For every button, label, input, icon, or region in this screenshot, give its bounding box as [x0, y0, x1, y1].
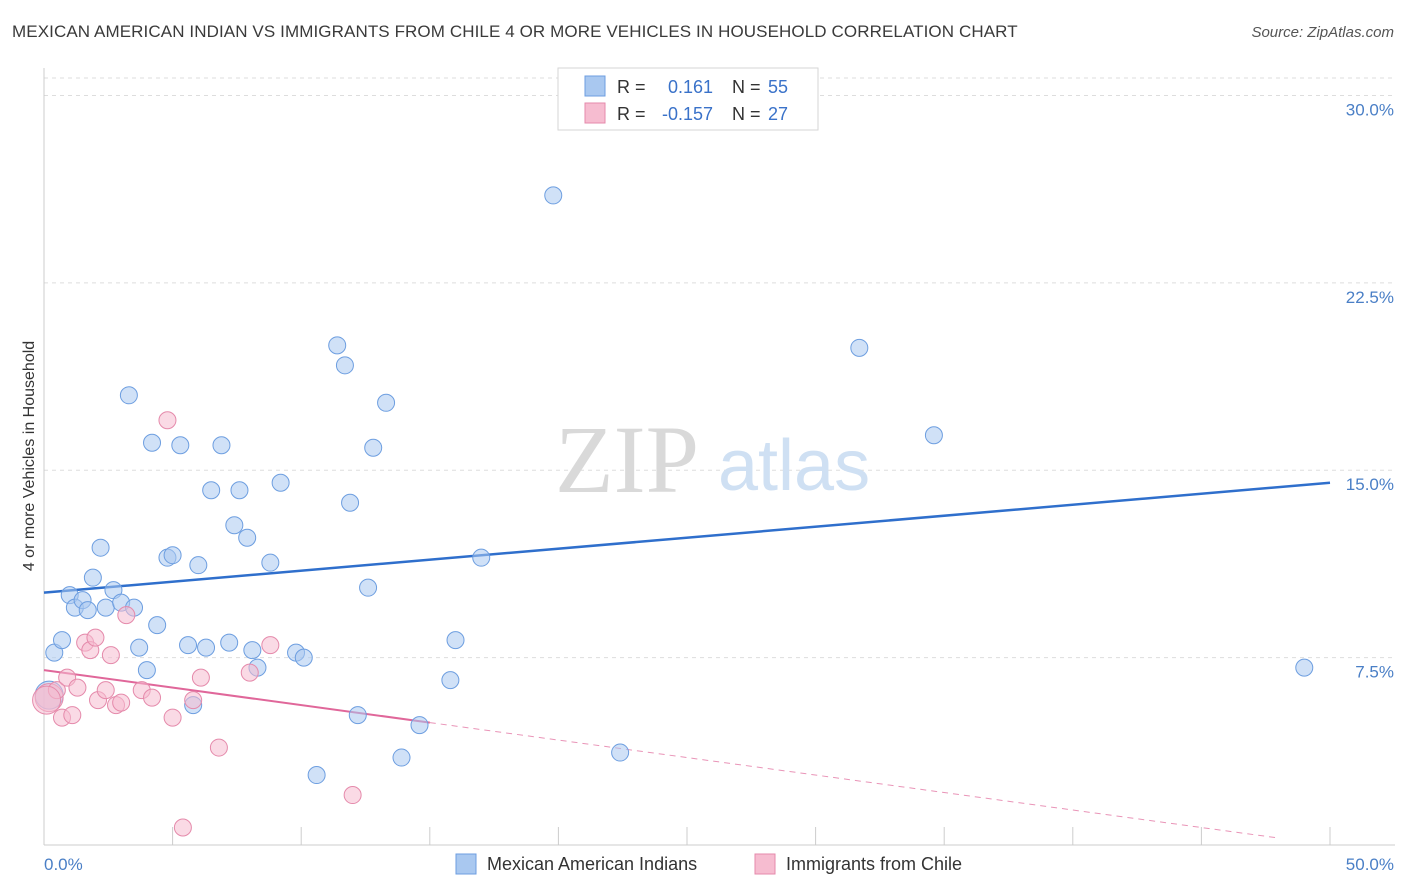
y-tick-label: 15.0%: [1346, 475, 1394, 494]
chart-source: Source: ZipAtlas.com: [1251, 24, 1394, 41]
legend-r-value-1: 0.161: [668, 77, 713, 97]
grid-lines: [44, 77, 1395, 659]
point-immigrants-from-chile: [112, 693, 131, 712]
series-label-blue: Mexican American Indians: [487, 854, 697, 874]
y-axis-label: 4 or more Vehicles in Household: [21, 341, 38, 571]
point-mexican-american-indians: [220, 633, 239, 652]
watermark-atlas: atlas: [718, 426, 870, 506]
y-tick-label: 30.0%: [1346, 100, 1394, 119]
x-tick-label-max: 50.0%: [1346, 855, 1394, 874]
point-mexican-american-indians: [179, 636, 198, 655]
point-mexican-american-indians: [441, 671, 460, 690]
axes: [43, 68, 1395, 846]
point-mexican-american-indians: [924, 426, 943, 445]
point-mexican-american-indians: [410, 716, 429, 735]
point-mexican-american-indians: [212, 436, 231, 455]
point-immigrants-from-chile: [173, 818, 192, 837]
point-immigrants-from-chile: [209, 738, 228, 757]
point-immigrants-from-chile: [32, 685, 62, 715]
point-mexican-american-indians: [341, 493, 360, 512]
point-mexican-american-indians: [328, 336, 347, 355]
legend-swatch-blue: [584, 75, 606, 97]
legend-r-label-1: R =: [617, 77, 646, 97]
trend-line-extension: [429, 722, 1281, 839]
stats-legend: R = 0.161 N = 55 R = -0.157 N = 27: [557, 67, 819, 131]
point-mexican-american-indians: [119, 386, 138, 405]
point-immigrants-from-chile: [143, 688, 162, 707]
series-swatch-blue: [455, 853, 477, 875]
point-mexican-american-indians: [189, 556, 208, 575]
point-mexican-american-indians: [261, 553, 280, 572]
point-mexican-american-indians: [243, 641, 262, 660]
point-mexican-american-indians: [307, 766, 326, 785]
x-tick-label-min: 0.0%: [44, 855, 83, 874]
point-immigrants-from-chile: [261, 636, 280, 655]
chart-title: MEXICAN AMERICAN INDIAN VS IMMIGRANTS FR…: [12, 22, 1018, 41]
point-mexican-american-indians: [446, 631, 465, 650]
point-immigrants-from-chile: [163, 708, 182, 727]
y-tick-label: 22.5%: [1346, 288, 1394, 307]
point-mexican-american-indians: [392, 748, 411, 767]
point-mexican-american-indians: [171, 436, 190, 455]
legend-n-value-1: 55: [768, 77, 788, 97]
trend-line-blue: [43, 481, 1331, 594]
point-immigrants-from-chile: [184, 691, 203, 710]
point-mexican-american-indians: [163, 546, 182, 565]
point-mexican-american-indians: [1295, 658, 1314, 677]
point-mexican-american-indians: [348, 706, 367, 725]
point-immigrants-from-chile: [101, 646, 120, 665]
x-tick-labels: 0.0% 50.0%: [44, 855, 1394, 874]
series-swatch-pink: [754, 853, 776, 875]
point-mexican-american-indians: [611, 743, 630, 762]
point-immigrants-from-chile: [158, 411, 177, 430]
point-mexican-american-indians: [359, 578, 378, 597]
y-tick-label: 7.5%: [1355, 663, 1394, 682]
point-immigrants-from-chile: [191, 668, 210, 687]
point-mexican-american-indians: [225, 516, 244, 535]
point-mexican-american-indians: [78, 601, 97, 620]
point-immigrants-from-chile: [240, 663, 259, 682]
point-mexican-american-indians: [143, 433, 162, 452]
point-mexican-american-indians: [137, 661, 156, 680]
point-mexican-american-indians: [130, 638, 149, 657]
point-mexican-american-indians: [83, 568, 102, 587]
point-immigrants-from-chile: [117, 606, 136, 625]
legend-r-label-2: R =: [617, 104, 646, 124]
y-tick-labels: 7.5% 15.0% 22.5% 30.0%: [1346, 100, 1394, 681]
point-mexican-american-indians: [148, 616, 167, 635]
point-mexican-american-indians: [91, 538, 110, 557]
legend-swatch-pink: [584, 102, 606, 124]
point-mexican-american-indians: [96, 598, 115, 617]
legend-n-label-2: N =: [732, 104, 761, 124]
point-immigrants-from-chile: [86, 628, 105, 647]
watermark-zip: ZIP: [555, 406, 699, 513]
point-mexican-american-indians: [202, 481, 221, 500]
point-mexican-american-indians: [271, 473, 290, 492]
legend-r-value-2: -0.157: [662, 104, 713, 124]
point-mexican-american-indians: [850, 338, 869, 357]
watermark: ZIP atlas: [555, 406, 870, 513]
point-mexican-american-indians: [472, 548, 491, 567]
legend-n-label-1: N =: [732, 77, 761, 97]
point-mexican-american-indians: [294, 648, 313, 667]
point-mexican-american-indians: [53, 631, 72, 650]
point-mexican-american-indians: [230, 481, 249, 500]
data-points: [32, 186, 1314, 837]
trend-lines: [43, 481, 1331, 839]
series-legend: Mexican American Indians Immigrants from…: [455, 853, 962, 875]
point-immigrants-from-chile: [68, 678, 87, 697]
point-immigrants-from-chile: [96, 681, 115, 700]
point-mexican-american-indians: [197, 638, 216, 657]
series-label-pink: Immigrants from Chile: [786, 854, 962, 874]
legend-n-value-2: 27: [768, 104, 788, 124]
point-mexican-american-indians: [544, 186, 563, 205]
point-immigrants-from-chile: [343, 786, 362, 805]
point-mexican-american-indians: [377, 393, 396, 412]
point-mexican-american-indians: [238, 528, 257, 547]
point-immigrants-from-chile: [63, 706, 82, 725]
point-mexican-american-indians: [335, 356, 354, 375]
point-mexican-american-indians: [364, 438, 383, 457]
